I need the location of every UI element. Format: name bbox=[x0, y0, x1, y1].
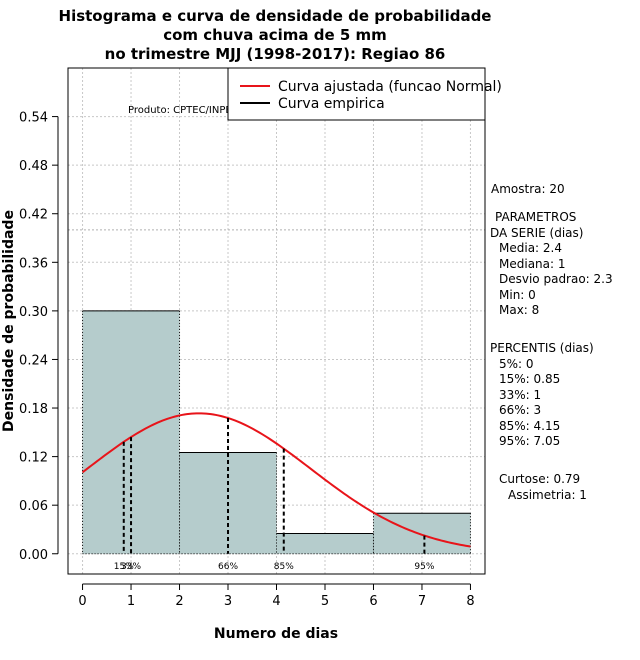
stat-curtose: Curtose: 0.79 bbox=[499, 472, 581, 486]
perc-66: 66%: 3 bbox=[499, 403, 542, 417]
legend: Curva ajustada (funcao Normal) Curva emp… bbox=[227, 67, 502, 121]
y-tick-label-0.12: 0.12 bbox=[19, 451, 48, 466]
histogram-bar-3 bbox=[276, 533, 374, 554]
histogram-bar-4 bbox=[373, 513, 471, 554]
x-tick-label-2: 2 bbox=[175, 594, 183, 609]
stat-amostra: Amostra: 20 bbox=[491, 182, 565, 196]
stat-shape-block: Curtose: 0.79 Assimetria: 1 bbox=[492, 472, 587, 503]
y-tick-label-0.42: 0.42 bbox=[19, 208, 48, 223]
stat-percentis-block: PERCENTIS (dias) 5%: 0 15%: 0.85 33%: 1 … bbox=[490, 341, 594, 450]
legend-label-empirical: Curva empirica bbox=[278, 96, 385, 112]
percentile-label-95: 95% bbox=[414, 562, 434, 572]
x-tick-label-3: 3 bbox=[224, 594, 232, 609]
x-tick-label-8: 8 bbox=[466, 594, 474, 609]
param-title-1: PARAMETROS bbox=[495, 210, 577, 224]
perc-95: 95%: 7.05 bbox=[499, 434, 561, 448]
percentile-label-66: 66% bbox=[218, 562, 238, 572]
y-tick-label-0.24: 0.24 bbox=[19, 353, 48, 368]
y-tick-label-0.54: 0.54 bbox=[19, 111, 48, 126]
y-tick-label-0.30: 0.30 bbox=[19, 305, 48, 320]
y-axis-label: Densidade de probabilidade bbox=[1, 210, 17, 432]
y-tick-label-0.06: 0.06 bbox=[19, 499, 48, 514]
y-tick-label-0.48: 0.48 bbox=[19, 159, 48, 174]
x-axis-label: Numero de dias bbox=[214, 626, 338, 642]
percentile-label-85: 85% bbox=[274, 562, 294, 572]
legend-label-fit: Curva ajustada (funcao Normal) bbox=[278, 79, 502, 95]
x-tick-label-1: 1 bbox=[127, 594, 135, 609]
annotation-produto: Produto: CPTEC/INPE bbox=[128, 105, 232, 116]
param-max: Max: 8 bbox=[499, 303, 540, 317]
x-tick-label-5: 5 bbox=[321, 594, 329, 609]
chart-title-line-3: no trimestre MJJ (1998-2017): Regiao 86 bbox=[105, 45, 446, 63]
perc-33: 33%: 1 bbox=[499, 387, 542, 402]
param-mediana: Mediana: 1 bbox=[499, 256, 566, 271]
chart-title-line-2: com chuva acima de 5 mm bbox=[163, 26, 387, 44]
x-tick-label-6: 6 bbox=[369, 594, 377, 609]
param-desvio-padrao: Desvio padrao: 2.3 bbox=[499, 272, 613, 286]
percentile-lines: 15%33% 66% 85% 95% bbox=[114, 418, 435, 572]
stat-parameters-block: PARAMETROS DA SERIE (dias) Media: 2.4 Me… bbox=[490, 210, 613, 319]
normal-curve-layer bbox=[81, 412, 471, 548]
perc-title: PERCENTIS (dias) bbox=[490, 341, 594, 355]
stat-assimetria: Assimetria: 1 bbox=[508, 487, 587, 502]
percentile-label-33: 33% bbox=[121, 562, 141, 572]
perc-15: 15%: 0.85 bbox=[499, 372, 561, 386]
x-tick-label-4: 4 bbox=[272, 594, 280, 609]
chart-title-line-1: Histograma e curva de densidade de proba… bbox=[59, 7, 492, 25]
y-tick-label-0.36: 0.36 bbox=[19, 256, 48, 271]
perc-5: 5%: 0 bbox=[499, 356, 534, 371]
y-tick-label-0.18: 0.18 bbox=[19, 402, 48, 417]
histogram-bar-1 bbox=[82, 310, 180, 554]
param-media: Media: 2.4 bbox=[499, 241, 562, 255]
axes: 0 1 2 3 4 5 6 7 8 0.00 0.06 0.12 0.18 0.24 0.30 0.36 0.4… bbox=[19, 111, 475, 609]
y-tick-label-0.00: 0.00 bbox=[19, 548, 48, 563]
param-min: Min: 0 bbox=[499, 287, 536, 302]
perc-85: 85%: 4.15 bbox=[499, 418, 561, 433]
legend-box bbox=[227, 67, 486, 121]
x-tick-label-7: 7 bbox=[418, 594, 426, 609]
percentile-label-15: 15% bbox=[114, 562, 134, 572]
normal-fit-curve bbox=[81, 412, 471, 548]
x-tick-label-0: 0 bbox=[78, 594, 86, 609]
param-title-2: DA SERIE (dias) bbox=[490, 225, 584, 240]
